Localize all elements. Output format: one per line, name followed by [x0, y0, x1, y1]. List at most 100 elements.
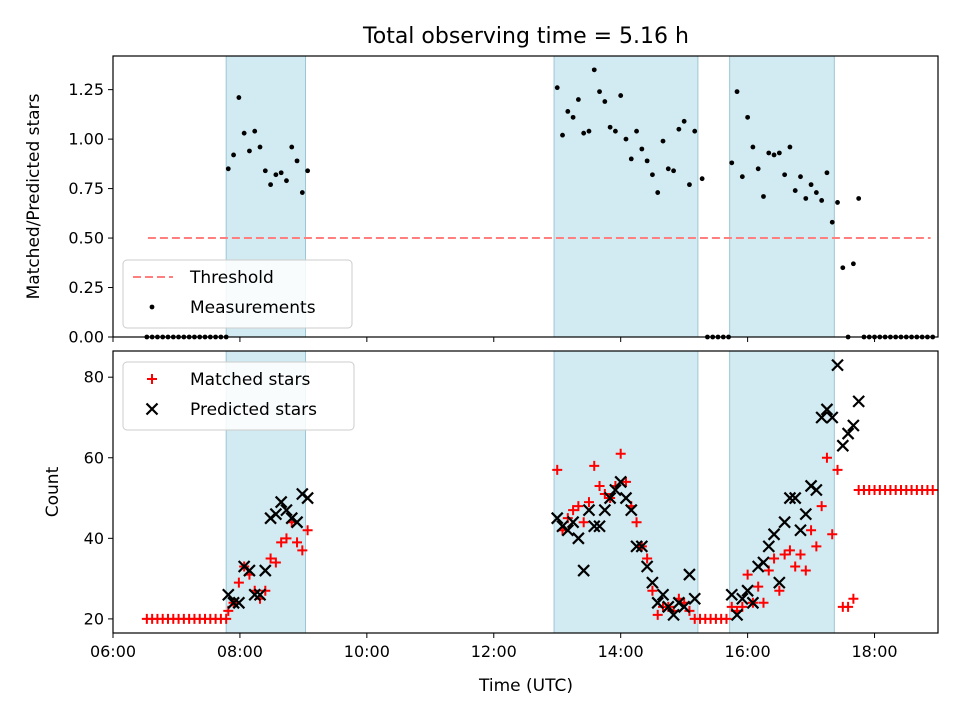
axes-frame [112, 350, 939, 634]
measurement-point [628, 156, 634, 162]
predicted-star-point [725, 588, 739, 602]
predicted-star-point [778, 515, 791, 529]
matched-star-point [806, 525, 817, 536]
predicted-star-point [736, 592, 749, 606]
matched-star-point [583, 497, 594, 508]
y-tick-label: 0.50 [68, 229, 104, 248]
measurement-point [299, 190, 305, 195]
matched-star-point [573, 501, 584, 512]
predicted-star-point [550, 511, 564, 525]
predicted-star-point [730, 608, 744, 622]
predicted-star-point [646, 576, 659, 589]
matched-star-point [811, 541, 822, 552]
matched-star-point [568, 505, 579, 516]
legend-box [122, 259, 353, 329]
matched-star-point [800, 565, 811, 576]
measurement-point [835, 200, 840, 205]
matched-star-point [721, 613, 732, 624]
predicted-star-point [831, 358, 844, 372]
predicted-star-point [746, 596, 760, 610]
predicted-star-point [243, 564, 256, 577]
predicted-star-point [290, 515, 304, 529]
measurement-point [665, 166, 671, 172]
measurement-point [692, 128, 698, 134]
matched-star-point [927, 484, 938, 495]
measurement-point [581, 130, 587, 136]
y-tick-label: 20 [84, 609, 104, 628]
matched-star-point [652, 609, 663, 620]
measurement-point [570, 114, 576, 120]
predicted-star-point [624, 503, 638, 517]
observing-window-band [729, 55, 835, 338]
predicted-star-point [847, 419, 860, 432]
legend-top: Threshold Measurements [122, 259, 353, 329]
x-tick-label: 14:00 [598, 642, 644, 661]
measurement-point [273, 172, 279, 178]
matched-star-point [297, 545, 308, 556]
predicted-star-point [810, 483, 823, 497]
matched-star-point [795, 549, 806, 560]
matched-star-point [758, 597, 769, 608]
predicted-star-point [677, 600, 691, 614]
measurement-point [750, 144, 756, 150]
measurement-point [676, 126, 682, 132]
matched-star-point [827, 529, 838, 540]
measurement-point [252, 128, 258, 134]
measurement-point [560, 132, 565, 138]
measurement-point [782, 172, 788, 178]
predicted-star-point [794, 523, 807, 537]
measurement-point [766, 150, 772, 156]
matched-star-point [774, 585, 785, 596]
predicted-star-point [630, 540, 643, 553]
measurement-point [602, 99, 608, 104]
measurement-point [671, 168, 676, 174]
matched-star-point [631, 517, 642, 528]
predicted-star-point [836, 439, 850, 452]
predicted-star-point [248, 588, 262, 602]
predicted-star-point [783, 491, 797, 505]
legend-matched-swatch [147, 374, 157, 384]
legend-box [122, 361, 355, 431]
predicted-star-point [577, 564, 590, 577]
y-tick-label: 0.00 [68, 328, 104, 347]
measurement-point [808, 182, 814, 188]
legend-label: Matched stars [190, 370, 310, 390]
measurement-point [294, 158, 300, 164]
measurement-point [607, 124, 613, 130]
measurement-point [699, 176, 705, 182]
matched-star-point [302, 525, 313, 536]
measurement-point [554, 85, 560, 91]
predicted-star-point [269, 507, 283, 521]
matched-star-point [270, 557, 281, 568]
x-tick-label: 12:00 [471, 642, 517, 661]
measurement-point [660, 138, 666, 144]
predicted-star-point [609, 483, 622, 497]
measurement-point [591, 67, 597, 73]
predicted-star-point [762, 540, 776, 553]
measurement-point [681, 118, 687, 124]
measurement-point [268, 182, 273, 188]
predicted-star-point [825, 411, 839, 424]
measurement-point [798, 174, 803, 180]
measurement-point [739, 174, 745, 180]
measurement-point [565, 109, 571, 114]
measurement-point [776, 150, 782, 156]
observing-window-band [553, 350, 699, 634]
x-axis-label: Time (UTC) [478, 676, 573, 696]
matched-star-point [552, 464, 563, 475]
predicted-star-point [773, 576, 786, 589]
measurement-point [792, 188, 798, 193]
x-tick-label: 10:00 [344, 642, 390, 661]
chart-title: Total observing time = 5.16 h [362, 24, 689, 49]
matched-star-point [784, 545, 795, 556]
matched-star-point [816, 501, 827, 512]
axes-frame [112, 55, 939, 338]
matched-star-point [821, 452, 832, 463]
matched-star-point [276, 537, 287, 548]
measurement-point [236, 95, 242, 100]
predicted-star-point [561, 523, 575, 537]
measurement-point [639, 146, 645, 152]
x-tick-label: 08:00 [217, 642, 263, 661]
predicted-star-point [603, 491, 617, 505]
